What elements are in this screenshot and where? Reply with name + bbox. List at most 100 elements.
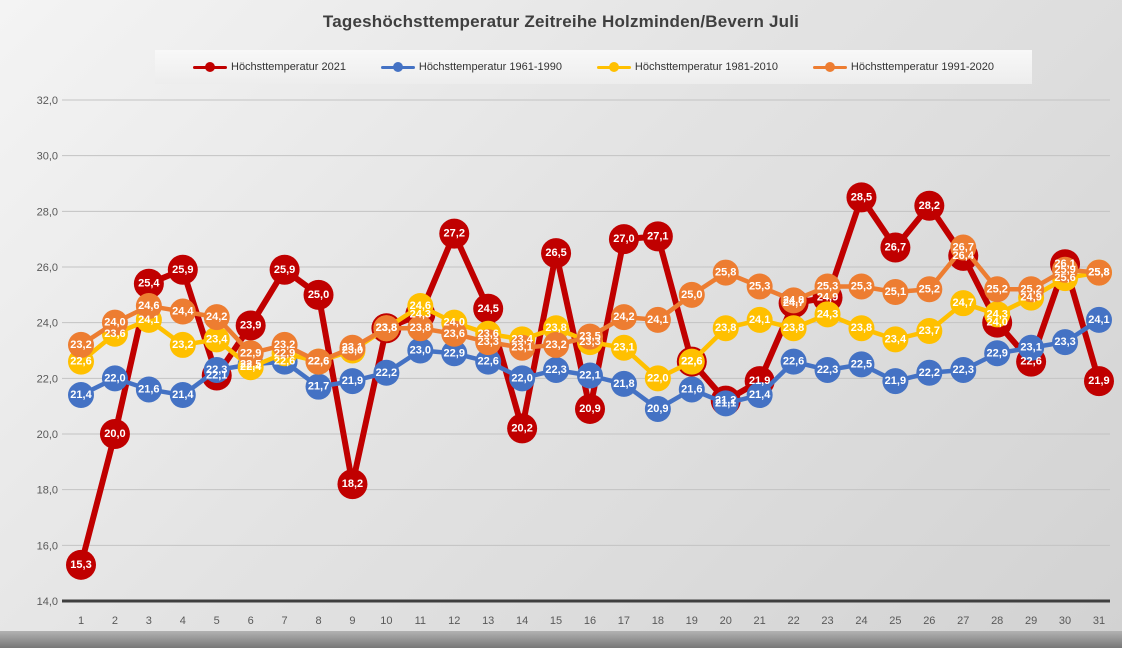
data-point-label: 22,2: [919, 367, 940, 379]
x-tick-label: 5: [214, 615, 220, 627]
data-point-label: 23,9: [240, 319, 261, 331]
data-point-label: 22,0: [511, 372, 532, 384]
data-point-label: 24,1: [749, 314, 770, 326]
data-point-marker: [407, 337, 434, 364]
x-tick-label: 22: [787, 615, 799, 627]
data-point-label: 24,7: [953, 297, 974, 309]
data-point-marker: [814, 356, 841, 383]
data-point-label: 24,8: [783, 294, 804, 306]
data-point-marker: [848, 351, 875, 378]
legend-series-marker-icon: [193, 61, 227, 73]
data-point-marker: [101, 365, 128, 392]
data-point-label: 23,1: [613, 342, 634, 354]
x-tick-label: 20: [720, 615, 732, 627]
data-point-label: 26,7: [885, 242, 906, 254]
x-tick-label: 17: [618, 615, 630, 627]
data-point-label: 24,3: [817, 308, 838, 320]
x-tick-label: 13: [482, 615, 494, 627]
data-point-label: 20,9: [647, 403, 668, 415]
data-point-label: 27,2: [444, 228, 465, 240]
x-tick-label: 26: [923, 615, 935, 627]
data-point-label: 23,4: [511, 333, 533, 345]
data-point-marker: [984, 276, 1011, 303]
data-point-label: 22,9: [444, 347, 465, 359]
data-point-label: 23,3: [579, 336, 600, 348]
series-2-labels: 22,6 23,6 24,1 23,2 23,4 22,4 22,9 22,6 23,0 23,8…: [70, 267, 1109, 385]
legend-item-2: Höchsttemperatur 1981-2010: [596, 61, 778, 73]
y-tick-label: 26,0: [37, 262, 58, 274]
data-point-label: 25,9: [274, 264, 295, 276]
data-point-label: 26,1: [1054, 258, 1075, 270]
data-point-marker: [439, 218, 470, 249]
data-point-marker: [99, 419, 130, 449]
x-tick-label: 28: [991, 615, 1003, 627]
data-point-label: 23,8: [376, 322, 397, 334]
data-point-label: 27,0: [613, 233, 634, 245]
legend-label: Höchsttemperatur 1961-1990: [418, 61, 562, 73]
data-point-label: 24,2: [613, 311, 634, 323]
x-tick-label: 30: [1059, 615, 1071, 627]
data-point-label: 22,6: [308, 356, 329, 368]
data-point-label: 15,3: [70, 559, 91, 571]
data-point-label: 25,8: [1088, 267, 1109, 279]
data-point-label: 21,9: [885, 375, 906, 387]
data-point-marker: [950, 356, 977, 383]
data-point-label: 23,8: [376, 322, 397, 334]
data-point-label: 22,4: [240, 361, 262, 373]
data-point-label: 23,3: [1054, 336, 1075, 348]
data-point-marker: [574, 393, 605, 424]
legend-item-0: Höchsttemperatur 2021: [193, 61, 346, 73]
data-point-label: 21,7: [308, 381, 329, 393]
data-point-marker: [814, 301, 841, 328]
data-point-marker: [746, 273, 773, 300]
x-tick-label: 14: [516, 615, 528, 627]
x-tick-label: 18: [652, 615, 664, 627]
data-point-label: 23,5: [579, 331, 600, 343]
data-point-marker: [543, 356, 570, 383]
legend-series-marker-icon: [812, 61, 847, 73]
data-point-label: 23,0: [410, 345, 431, 357]
data-point-label: 23,8: [851, 322, 872, 334]
data-point-label: 23,0: [342, 345, 363, 357]
data-point-label: 23,1: [511, 342, 532, 354]
y-tick-label: 22,0: [37, 373, 58, 385]
data-point-label: 23,8: [715, 322, 736, 334]
x-tick-label: 12: [448, 615, 460, 627]
series-0-labels: 15,3 20,0 25,4 25,9 22,1 23,9 25,9 25,0 18,2 23,8…: [70, 191, 1109, 570]
data-point-label: 23,6: [444, 328, 465, 340]
data-point-label: 24,0: [104, 317, 125, 329]
data-point-label: 24,7: [783, 297, 804, 309]
legend-label: Höchsttemperatur 1981-2010: [634, 61, 778, 73]
data-point-label: 23,8: [410, 322, 431, 334]
x-tick-label: 8: [315, 615, 321, 627]
x-tick-label: 11: [415, 615, 426, 627]
data-point-marker: [235, 310, 266, 341]
data-point-marker: [441, 340, 468, 367]
data-point-marker: [746, 382, 773, 409]
series-3-labels: 23,224,024,6 24,4 24,222,923,222,623,123,8…: [70, 242, 1109, 368]
footer-band: [0, 631, 1122, 648]
data-point-marker: [780, 348, 807, 375]
data-point-label: 24,2: [206, 311, 227, 323]
data-point-label: 23,1: [342, 342, 363, 354]
data-point-label: 25,6: [1054, 272, 1075, 284]
x-tick-label: 23: [821, 615, 833, 627]
legend-dot-icon: [205, 62, 215, 72]
data-point-label: 23,2: [274, 339, 295, 351]
data-point-marker: [339, 368, 366, 395]
data-point-label: 20,0: [104, 428, 125, 440]
data-point-label: 18,2: [342, 478, 363, 490]
legend-dot-icon: [392, 62, 403, 72]
data-point-label: 21,4: [70, 389, 92, 401]
data-point-label: 25,1: [885, 286, 906, 298]
data-point-marker: [133, 268, 164, 299]
data-point-label: 23,2: [70, 339, 91, 351]
data-point-label: 21,6: [138, 383, 159, 395]
data-point-marker: [407, 315, 434, 342]
data-point-label: 22,6: [477, 356, 498, 368]
data-point-label: 24,1: [1088, 314, 1109, 326]
y-tick-label: 30,0: [37, 151, 58, 163]
data-point-marker: [169, 298, 196, 325]
legend-dot-icon: [608, 62, 619, 72]
